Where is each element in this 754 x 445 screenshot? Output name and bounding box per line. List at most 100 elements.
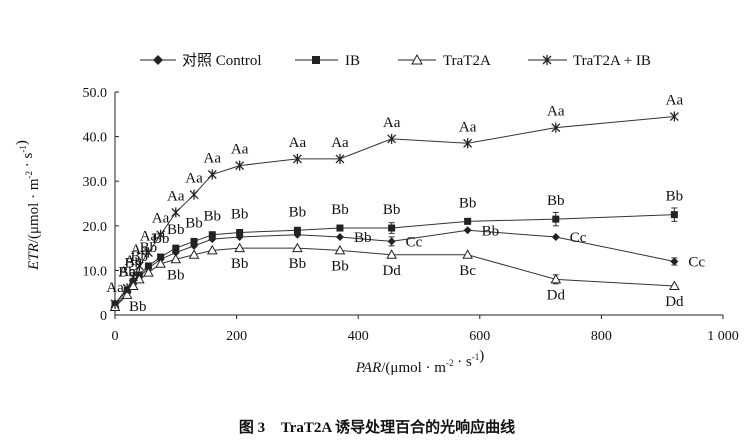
- x-axis-title: PAR/(μmol · m-2 · s-1): [355, 348, 485, 376]
- figure-caption-label: 图 3: [239, 419, 265, 436]
- data-point: [293, 226, 301, 234]
- legend-item-control: 对照 Control: [140, 52, 262, 69]
- data-point: [551, 122, 561, 133]
- significance-label: Dd: [665, 294, 684, 310]
- data-point: [143, 267, 154, 277]
- data-point: [128, 272, 138, 283]
- data-point: [336, 224, 344, 232]
- legend: 对照 Control IB TraT2A TraT2A + IB: [140, 52, 651, 69]
- significance-label: Bb: [167, 222, 185, 238]
- data-point: [670, 257, 679, 266]
- significance-label: Cc: [688, 254, 705, 270]
- significance-label: Dd: [382, 263, 401, 279]
- significance-label: Bc: [459, 263, 476, 279]
- significance-label: Aa: [131, 242, 149, 258]
- x-tick-label: 1 000: [707, 329, 739, 344]
- significance-label: Cc: [406, 234, 423, 250]
- data-point: [171, 207, 181, 218]
- x-tick-label: 200: [226, 329, 247, 344]
- significance-label: Bb: [129, 299, 147, 315]
- y-tick-label: 40.0: [83, 131, 108, 146]
- significance-label: Aa: [185, 171, 203, 187]
- square-marker-icon: [312, 56, 320, 64]
- data-point: [463, 226, 472, 235]
- data-point: [156, 229, 166, 240]
- significance-label: Bb: [666, 189, 684, 205]
- data-point: [335, 232, 344, 241]
- significance-label: Aa: [547, 104, 565, 120]
- diamond-marker-icon: [153, 55, 163, 65]
- x-ticks: 0 200 400 600 800 1 000: [112, 315, 739, 344]
- significance-label: Bb: [331, 202, 349, 218]
- data-point: [387, 237, 396, 246]
- figure-caption-text: TraT2A 诱导处理百合的光响应曲线: [281, 418, 515, 436]
- significance-label: Bb: [383, 202, 401, 218]
- significance-label: Dd: [547, 287, 566, 303]
- series-line: [114, 116, 675, 305]
- significance-label: Aa: [459, 119, 477, 135]
- significance-label: Aa: [383, 115, 401, 131]
- data-point: [122, 283, 132, 294]
- significance-label: Aa: [152, 211, 170, 227]
- significance-label: Bb: [482, 223, 500, 239]
- data-point: [127, 280, 139, 291]
- data-point: [550, 273, 562, 284]
- legend-label-control: 对照 Control: [182, 52, 262, 69]
- significance-label: Bb: [131, 249, 149, 265]
- data-point: [236, 228, 244, 236]
- significance-label: Aa: [106, 280, 124, 296]
- significance-label: Bb: [231, 256, 249, 272]
- data-point: [387, 133, 397, 144]
- significance-label: Aa: [331, 135, 349, 151]
- data-point: [292, 153, 302, 164]
- x-tick-label: 800: [591, 329, 612, 344]
- significance-label: Bb: [167, 267, 185, 283]
- legend-label-trat2a: TraT2A: [443, 53, 491, 69]
- data-point: [670, 211, 678, 219]
- y-ticks: 0 10.0 20.0 30.0 40.0 50.0: [83, 86, 119, 324]
- data-point: [334, 244, 346, 255]
- y-tick-label: 50.0: [83, 86, 108, 101]
- significance-label: Bb: [231, 206, 249, 222]
- data-point: [144, 262, 152, 270]
- data-point: [463, 138, 473, 149]
- data-point: [206, 244, 218, 255]
- significance-label: Bb: [289, 256, 307, 272]
- significance-label: Aa: [231, 142, 249, 158]
- legend-item-trat2a: TraT2A: [398, 53, 491, 69]
- data-point: [155, 258, 166, 268]
- data-point: [669, 280, 680, 291]
- data-point: [552, 215, 560, 223]
- significance-label: Aa: [204, 151, 222, 167]
- y-tick-label: 30.0: [83, 175, 108, 190]
- figure-caption: 图 3 TraT2A 诱导处理百合的光响应曲线: [239, 418, 515, 436]
- significance-label: Bb: [354, 230, 372, 246]
- data-point: [121, 289, 133, 299]
- data-point: [143, 247, 153, 258]
- series-0: Bb Bb Cc Bb Cc Cc: [111, 223, 705, 315]
- data-point: [188, 249, 200, 259]
- significance-label: Aa: [167, 188, 185, 204]
- data-point: [190, 237, 198, 245]
- data-point: [464, 217, 472, 225]
- data-point: [551, 232, 560, 241]
- x-tick-label: 600: [469, 329, 490, 344]
- data-point: [157, 253, 165, 261]
- y-tick-label: 10.0: [83, 264, 108, 279]
- legend-item-trat2a-ib: TraT2A + IB: [528, 53, 651, 69]
- x-tick-label: 0: [112, 329, 119, 344]
- significance-label: Cc: [570, 230, 587, 246]
- legend-label-ib: IB: [345, 53, 360, 69]
- significance-label: Aa: [289, 135, 307, 151]
- significance-label: Bb: [547, 193, 565, 209]
- data-point: [386, 249, 397, 259]
- legend-label-trat2a-ib: TraT2A + IB: [573, 53, 651, 69]
- data-point: [189, 189, 199, 200]
- triangle-marker-icon: [411, 53, 423, 65]
- data-point: [110, 298, 120, 309]
- series-2: Bb Bb Bb Bb Dd Bc Dd Dd: [109, 242, 684, 311]
- data-point: [235, 160, 245, 171]
